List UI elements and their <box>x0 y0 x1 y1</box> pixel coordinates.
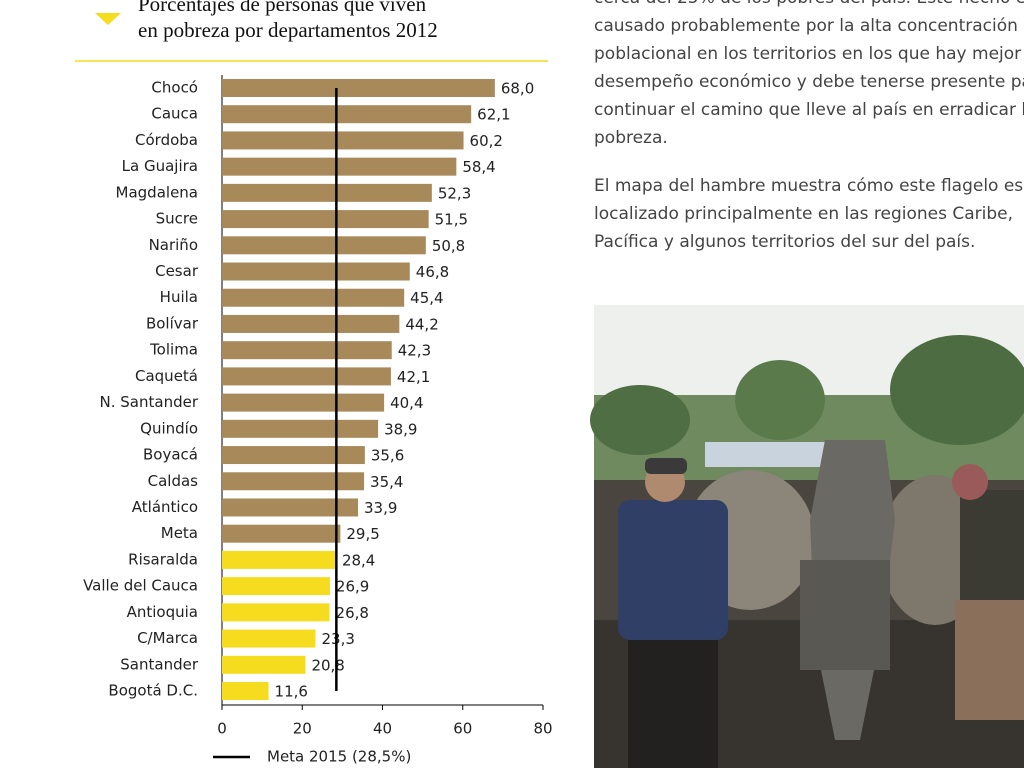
value-label: 68,0 <box>501 80 534 98</box>
value-label: 26,9 <box>336 578 369 596</box>
bar <box>222 603 330 622</box>
value-label: 42,1 <box>397 368 430 386</box>
x-tick-label: 0 <box>217 720 227 738</box>
paragraph-line: El mapa del hambre muestra cómo este fla… <box>594 176 1023 196</box>
paragraph-line: pobreza. <box>594 128 668 148</box>
value-label: 38,9 <box>384 420 417 438</box>
paragraph-line: Pacífica y algunos territorios del sur d… <box>594 232 975 252</box>
bar <box>222 524 341 543</box>
value-label: 50,8 <box>432 237 465 255</box>
value-label: 11,6 <box>275 683 308 701</box>
category-label: Bolívar <box>146 314 199 332</box>
paragraph-line: desempeño económico y debe tenerse prese… <box>594 72 1024 92</box>
photo <box>590 305 1024 768</box>
value-label: 42,3 <box>398 342 431 360</box>
category-label: Córdoba <box>135 131 198 149</box>
bar <box>222 472 365 491</box>
value-label: 26,8 <box>336 604 369 622</box>
title-marker <box>95 13 121 25</box>
bar <box>222 655 306 674</box>
value-label: 35,6 <box>371 447 404 465</box>
bar <box>222 419 379 438</box>
bar <box>222 79 495 97</box>
value-label: 60,2 <box>470 132 503 150</box>
category-label: Sucre <box>156 210 198 228</box>
value-label: 44,2 <box>405 315 438 333</box>
legend-label: Meta 2015 (28,5%) <box>267 748 411 766</box>
category-label: C/Marca <box>137 629 198 647</box>
bar <box>222 131 464 150</box>
bar <box>222 210 429 229</box>
category-label: Cesar <box>155 262 199 280</box>
category-label: Risaralda <box>128 550 198 568</box>
paragraph-line: localizado principalmente en las regione… <box>594 204 1013 224</box>
bar <box>222 314 400 333</box>
x-tick-label: 40 <box>373 720 392 738</box>
category-label: Valle del Cauca <box>83 577 198 595</box>
category-label: Meta <box>161 524 198 542</box>
bar <box>222 498 359 517</box>
value-label: 62,1 <box>477 106 510 124</box>
category-label: Nariño <box>149 236 198 254</box>
category-label: Santander <box>120 655 199 673</box>
bar <box>222 288 405 307</box>
value-label: 20,8 <box>311 656 344 674</box>
category-label: Chocó <box>151 79 198 97</box>
bar <box>222 393 385 412</box>
category-label: Cauca <box>151 105 198 123</box>
bar <box>222 236 426 255</box>
bar <box>222 157 457 176</box>
category-label: Caldas <box>148 472 199 490</box>
value-label: 29,5 <box>346 525 379 543</box>
x-tick-label: 60 <box>453 720 472 738</box>
category-label: Caquetá <box>135 367 198 385</box>
category-label: N. Santander <box>100 393 199 411</box>
x-tick-label: 20 <box>293 720 312 738</box>
value-label: 40,4 <box>390 394 423 412</box>
value-label: 28,4 <box>342 551 375 569</box>
bar <box>222 577 330 596</box>
value-label: 33,9 <box>364 499 397 517</box>
bar <box>222 446 365 465</box>
chart-title: Porcentajes de personas que viven <box>138 0 427 16</box>
bar <box>222 550 336 569</box>
category-label: Huila <box>160 288 198 306</box>
category-label: Antioquia <box>127 603 198 621</box>
paragraph-line: poblacional en los territorios en los qu… <box>594 44 1021 64</box>
value-label: 51,5 <box>435 211 468 229</box>
paragraph-line: continuar el camino que lleve al país en… <box>594 100 1024 120</box>
paragraph-line: cerca del 25% de los pobres del país. Es… <box>594 0 1024 8</box>
category-label: Bogotá D.C. <box>108 682 198 700</box>
value-label: 45,4 <box>410 289 443 307</box>
category-label: Magdalena <box>116 183 198 201</box>
bar <box>222 262 410 281</box>
category-label: Tolima <box>149 341 198 359</box>
x-tick-label: 80 <box>533 720 552 738</box>
bar <box>222 682 269 700</box>
value-label: 58,4 <box>462 158 495 176</box>
value-label: 52,3 <box>438 184 471 202</box>
paragraph-line: causado probablemente por la alta concen… <box>594 16 1018 36</box>
bar <box>222 105 472 124</box>
category-label: Atlántico <box>132 498 198 516</box>
value-label: 46,8 <box>416 263 449 281</box>
category-label: Quindío <box>140 419 198 437</box>
value-label: 35,4 <box>370 473 403 491</box>
category-label: Boyacá <box>143 446 198 464</box>
bar <box>222 183 432 202</box>
chart-title: en pobreza por departamentos 2012 <box>138 18 438 42</box>
bar <box>222 341 392 360</box>
value-label: 23,3 <box>321 630 354 648</box>
category-label: La Guajira <box>122 157 198 175</box>
bar <box>222 367 391 386</box>
bar <box>222 629 316 648</box>
